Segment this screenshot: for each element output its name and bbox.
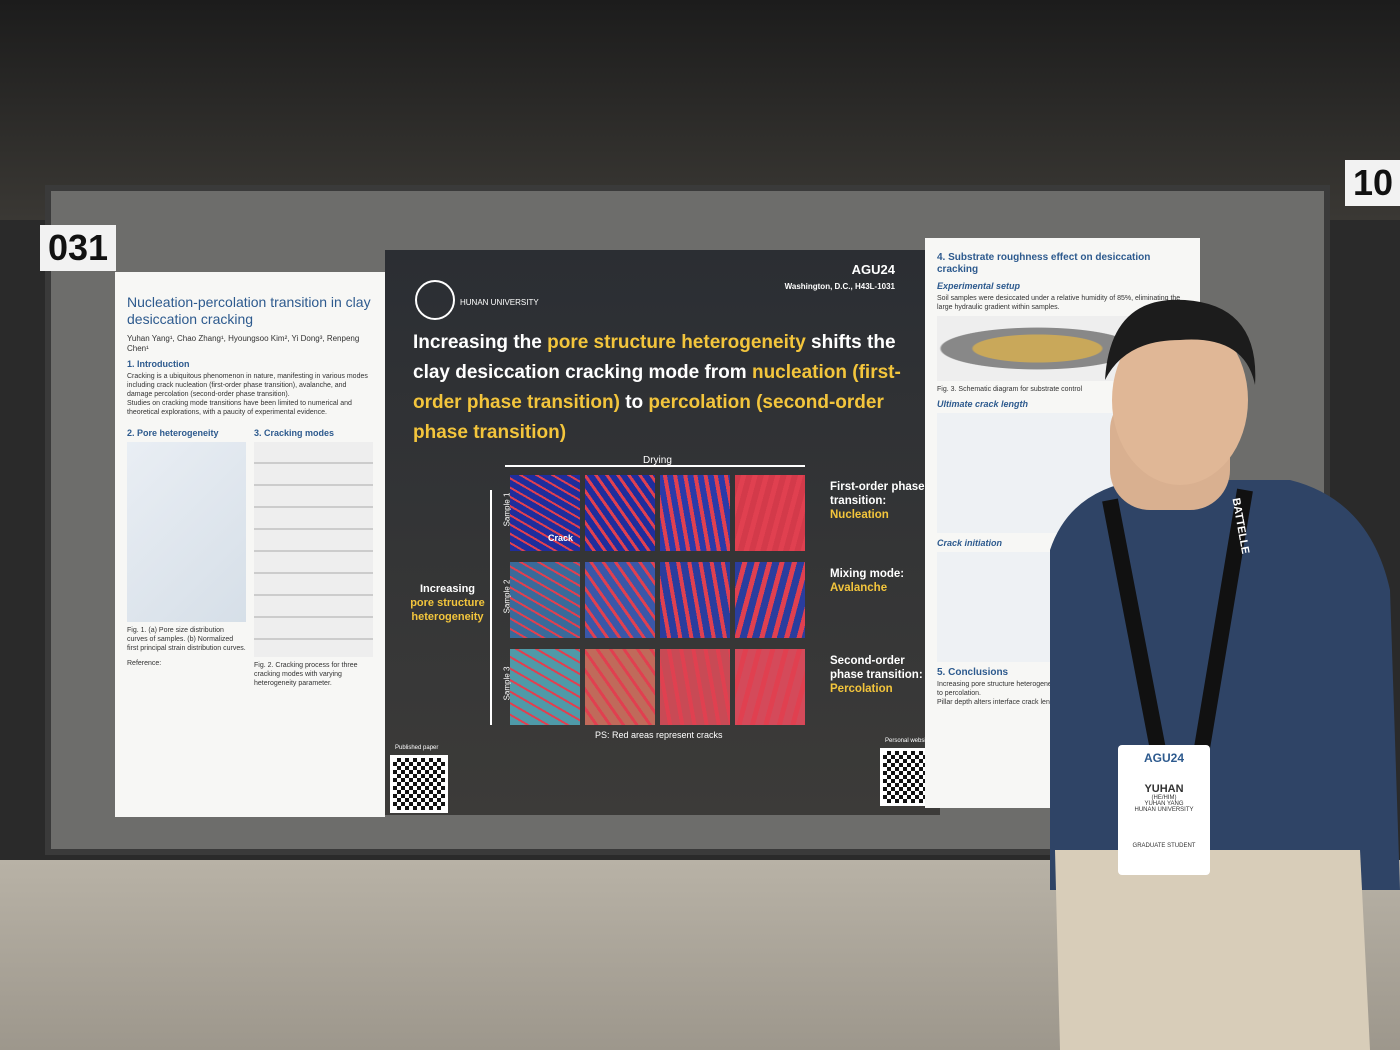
headline-part: percolation (second-order phase transiti… bbox=[413, 392, 884, 443]
badge-name: YUHAN bbox=[1144, 783, 1184, 795]
figure-grid bbox=[254, 442, 373, 657]
caption: Fig. 3. Schematic diagram for substrate … bbox=[937, 386, 1083, 393]
bullet: Soil samples were desiccated under a rel… bbox=[937, 295, 1181, 311]
badge-pronouns: (HE/HIM) bbox=[1151, 795, 1177, 801]
sample-label: Sample 3 bbox=[502, 666, 512, 701]
shirt bbox=[1050, 480, 1400, 890]
crack-image bbox=[660, 562, 730, 638]
bullet: Cracking is a ubiquitous phenomenon in n… bbox=[127, 373, 368, 398]
center-panel: HUNAN UNIVERSITY AGU24 Washington, D.C.,… bbox=[385, 250, 940, 815]
label-text: Increasing bbox=[419, 583, 476, 595]
headline-part: to bbox=[619, 392, 649, 413]
mode-text: Mixing mode: bbox=[830, 568, 905, 580]
location: Washington, D.C., H43L-1031 bbox=[784, 282, 895, 291]
drying-arrow bbox=[505, 465, 805, 467]
section-heading: 3. Cracking modes bbox=[254, 428, 335, 438]
panel-title: Nucleation-percolation transition in cla… bbox=[127, 294, 371, 327]
bullet: Pillar depth alters interface crack leng… bbox=[937, 699, 1062, 706]
university: HUNAN UNIVERSITY bbox=[460, 298, 539, 307]
authors: Yuhan Yang¹, Chao Zhang¹, Hyoungsoo Kim²… bbox=[127, 334, 360, 353]
heterogeneity-label: Increasing pore structure heterogeneity bbox=[405, 582, 490, 624]
headline-part: shifts the clay desiccation cracking mod… bbox=[413, 332, 896, 383]
crack-image bbox=[510, 649, 580, 725]
mode-text: Second-order phase transition: bbox=[830, 655, 923, 681]
crack-image bbox=[660, 649, 730, 725]
section-heading: 1. Introduction bbox=[127, 359, 190, 369]
section-heading: 2. Pore heterogeneity bbox=[127, 428, 219, 438]
conference: AGU24 bbox=[851, 262, 895, 277]
hair bbox=[1105, 299, 1256, 385]
headline-part: nucleation (first-order phase transition… bbox=[413, 362, 901, 413]
note: PS: Red areas represent cracks bbox=[595, 730, 723, 740]
subsection: Experimental setup bbox=[937, 281, 1021, 291]
crack-label: Crack bbox=[548, 533, 574, 543]
headline: Increasing the pore structure heterogene… bbox=[413, 328, 903, 448]
lanyard bbox=[1102, 488, 1253, 762]
mode-label: Mixing mode: Avalanche bbox=[830, 567, 925, 595]
crack-image bbox=[510, 562, 580, 638]
sample-label: Sample 1 bbox=[502, 492, 512, 527]
headline-part: pore structure heterogeneity bbox=[547, 332, 806, 353]
mode-name: Avalanche bbox=[830, 582, 888, 594]
crack-image bbox=[585, 649, 655, 725]
left-panel: Nucleation-percolation transition in cla… bbox=[115, 272, 385, 817]
mode-label: Second-order phase transition: Percolatio… bbox=[830, 654, 925, 696]
qr-label: Published paper bbox=[395, 745, 439, 751]
drying-label: Drying bbox=[643, 455, 672, 466]
figure-plot bbox=[127, 442, 246, 622]
badge-event: AGU24 bbox=[1143, 751, 1184, 765]
badge-affiliation: HUNAN UNIVERSITY bbox=[1134, 807, 1194, 813]
crack-image bbox=[735, 475, 805, 551]
label-text: pore structure heterogeneity bbox=[410, 597, 485, 623]
crack-image bbox=[510, 475, 580, 551]
face bbox=[1112, 315, 1248, 485]
university-logo bbox=[415, 280, 455, 320]
crack-image bbox=[735, 562, 805, 638]
sample-arrow bbox=[490, 490, 492, 725]
qr-code bbox=[390, 755, 448, 813]
subsection: Ultimate crack length bbox=[937, 399, 1029, 409]
person bbox=[1050, 299, 1400, 1050]
reference: Reference: bbox=[127, 660, 162, 667]
panel-title: 4. Substrate roughness effect on desicca… bbox=[937, 252, 1151, 275]
crack-image bbox=[735, 649, 805, 725]
caption: Fig. 1. (a) Pore size distribution curve… bbox=[127, 627, 246, 652]
section-heading: 5. Conclusions bbox=[937, 667, 1009, 678]
name-badge: AGU24 YUHAN (HE/HIM) YUHAN YANG HUNAN UN… bbox=[1118, 745, 1210, 875]
ceiling bbox=[0, 0, 1400, 220]
badge-full-name: YUHAN YANG bbox=[1144, 801, 1184, 807]
mode-label: First-order phase transition: Nucleation bbox=[830, 480, 925, 522]
headline-part: Increasing the bbox=[413, 332, 548, 353]
mode-text: First-order phase transition: bbox=[830, 481, 925, 507]
bullet: Studies on cracking mode transitions hav… bbox=[127, 400, 352, 416]
mode-name: Percolation bbox=[830, 683, 893, 695]
crack-image bbox=[585, 562, 655, 638]
subsection: Crack initiation bbox=[937, 538, 1003, 548]
crack-image bbox=[660, 475, 730, 551]
crack-images: Crack Sample 1 Sample 2 Sample 3 bbox=[502, 475, 810, 735]
sample-label: Sample 2 bbox=[502, 579, 512, 614]
neighbor-booth: 10 bbox=[1345, 160, 1400, 206]
trousers bbox=[1055, 850, 1370, 1050]
caption: Fig. 2. Cracking process for three crack… bbox=[254, 662, 358, 687]
mode-name: Nucleation bbox=[830, 509, 889, 521]
booth-number: 031 bbox=[40, 225, 117, 271]
badge-role: GRADUATE STUDENT bbox=[1132, 843, 1196, 849]
qr-label: Personal website bbox=[885, 738, 931, 744]
crack-image bbox=[585, 475, 655, 551]
